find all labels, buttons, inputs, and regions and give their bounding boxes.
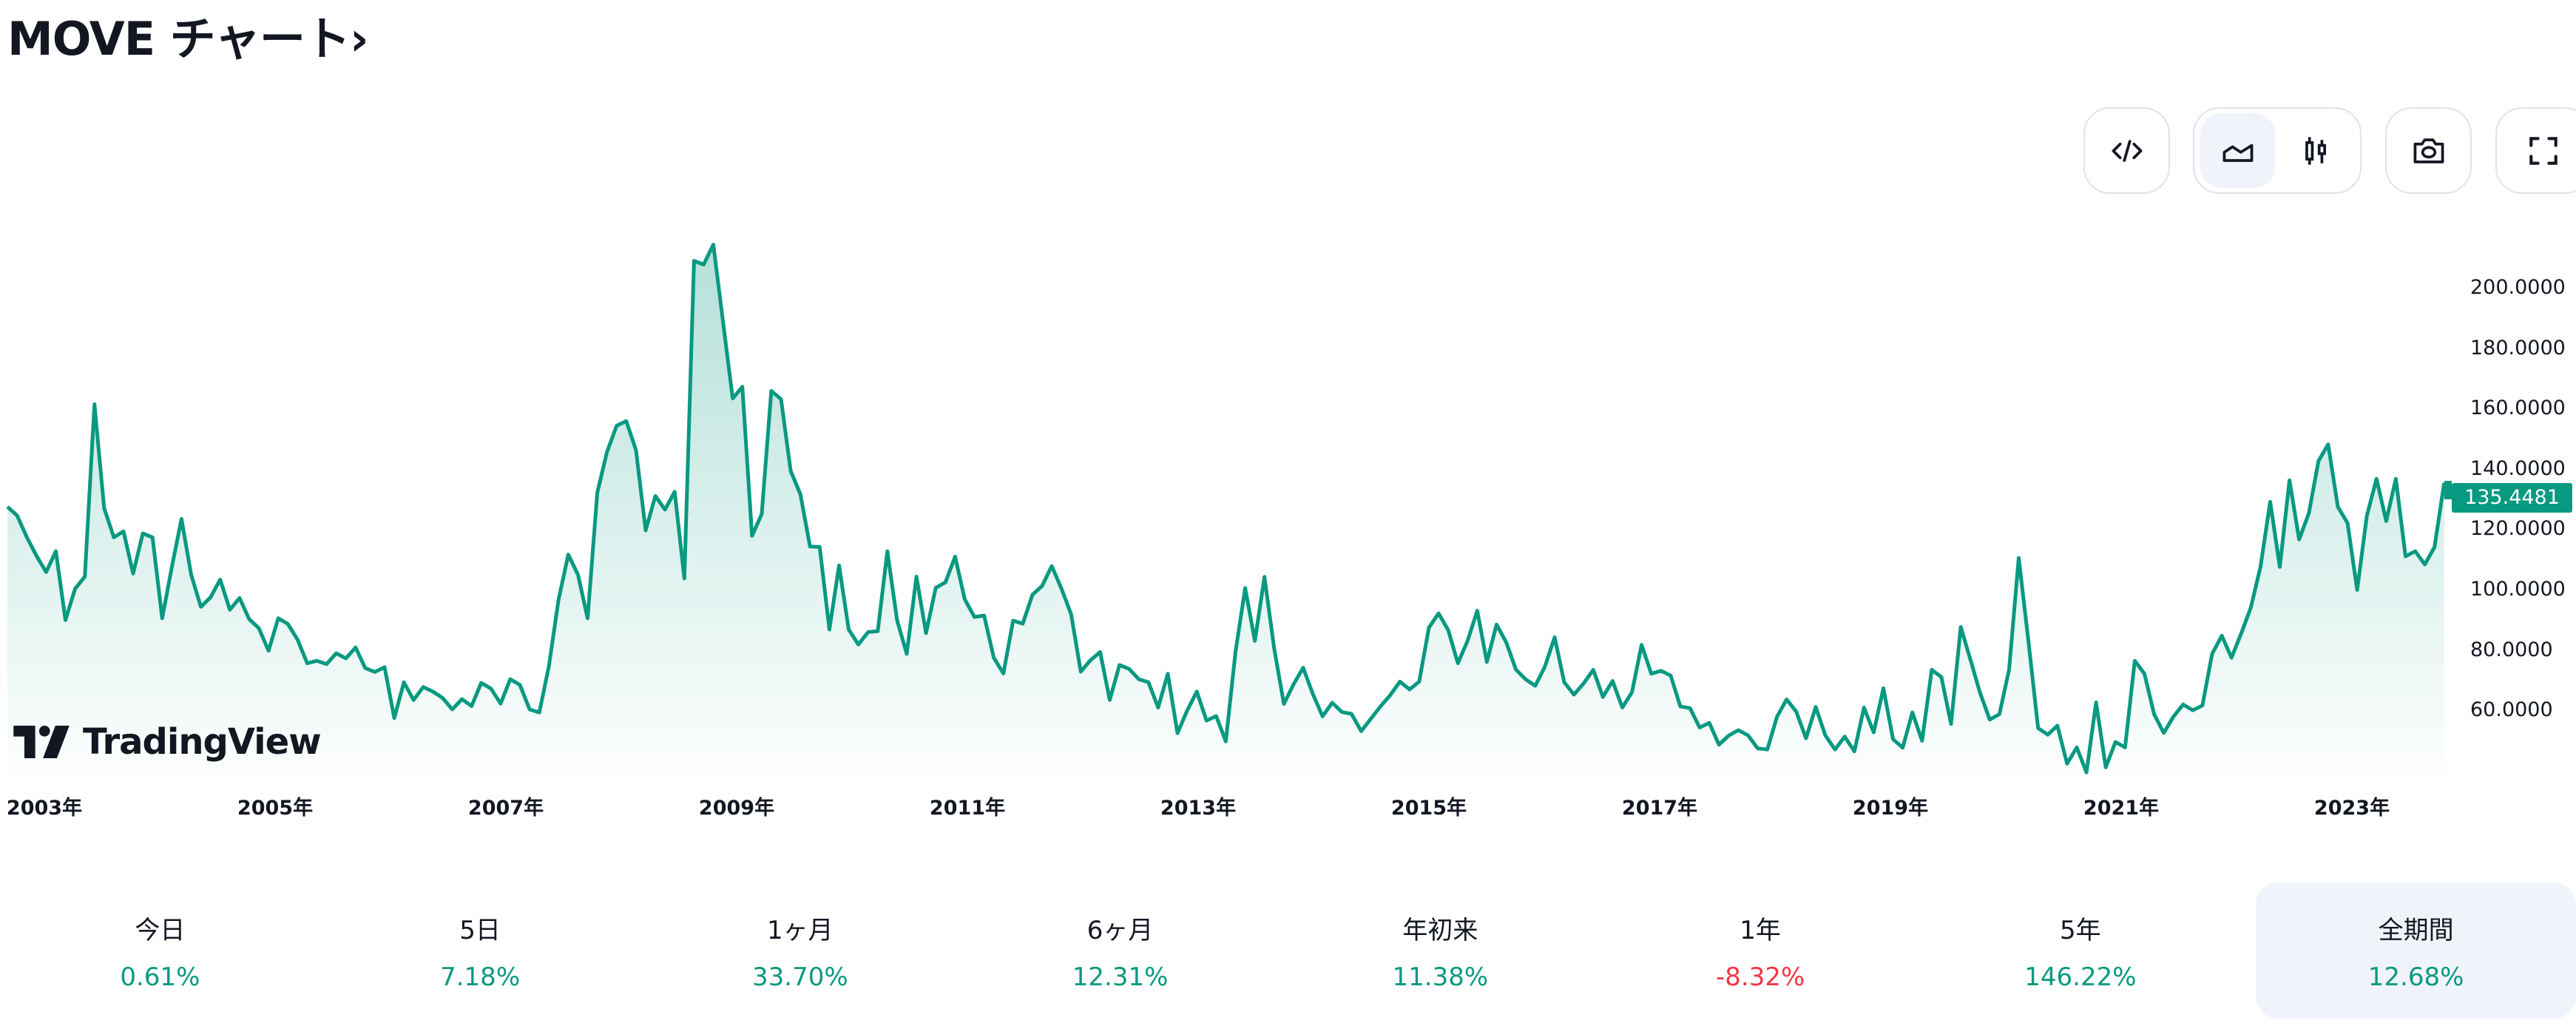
chart-type-toggle [2193,107,2362,194]
y-tick-label: 80.0000 [2470,638,2553,661]
series-line [6,243,2447,774]
code-icon [2112,139,2142,162]
embed-code-button[interactable] [2083,107,2170,194]
performance-label: 5年 [2060,915,2101,945]
last-price-badge: 135.4481 [2452,482,2572,513]
y-tick-label: 120.0000 [2470,517,2566,541]
x-tick-label: 2017年 [1621,797,1698,820]
performance-label: 全期間 [2378,915,2454,945]
performance-label: 6ヶ月 [1086,915,1154,945]
area-chart-icon [2222,144,2253,162]
y-tick-label: 100.0000 [2470,578,2566,601]
performance-label: 今日 [135,915,186,945]
performance-tab-ytd[interactable]: 年初来 11.38% [1280,882,1600,1019]
candlestick-icon [2305,136,2326,165]
performance-tab-6m[interactable]: 6ヶ月 12.31% [960,882,1280,1019]
performance-value: 12.68% [2367,962,2464,992]
x-tick-label: 2003年 [6,797,83,820]
performance-tab-5d[interactable]: 5日 7.18% [320,882,640,1019]
performance-tab-today[interactable]: 今日 0.61% [0,882,320,1019]
performance-label: 1年 [1740,915,1781,945]
performance-tab-1y[interactable]: 1年 -8.32% [1600,882,1921,1019]
chart-plot-area[interactable] [0,0,2576,828]
y-tick-label: 200.0000 [2470,276,2566,299]
performance-tabs: 今日 0.61% 5日 7.18% 1ヶ月 33.70% 6ヶ月 12.31% 年初来 1… [0,882,2576,1019]
performance-label: 1ヶ月 [767,915,834,945]
y-tick-label: 180.0000 [2470,336,2566,360]
chart-title-link[interactable]: MOVE チャート› [7,12,369,66]
y-tick-label: 140.0000 [2470,456,2566,480]
tradingview-logo[interactable]: TradingView [13,721,322,763]
x-tick-label: 2019年 [1852,797,1929,820]
x-tick-label: 2023年 [2313,797,2390,820]
x-tick-label: 2009年 [698,797,775,820]
last-price-pointer [2444,481,2452,499]
tradingview-logo-icon [13,726,70,758]
performance-tab-5y[interactable]: 5年 146.22% [1921,882,2241,1019]
performance-label: 5日 [459,915,501,945]
y-tick-label: 160.0000 [2470,396,2566,420]
performance-value: 146.22% [2024,962,2137,992]
performance-value: 12.31% [1072,962,1169,992]
performance-tab-all[interactable]: 全期間 12.68% [2256,882,2576,1019]
tradingview-logo-text: TradingView [83,721,322,763]
x-tick-label: 2021年 [2083,797,2160,820]
performance-label: 年初来 [1402,915,1478,945]
camera-icon [2413,138,2444,163]
x-tick-label: 2013年 [1160,797,1237,820]
x-tick-label: 2005年 [237,797,314,820]
performance-value: 7.18% [440,962,521,992]
performance-value: 11.38% [1392,962,1489,992]
x-tick-label: 2015年 [1390,797,1467,820]
y-tick-label: 60.0000 [2470,698,2553,722]
snapshot-button[interactable] [2385,107,2472,194]
x-tick-label: 2011年 [929,797,1006,820]
candlestick-chart-button[interactable] [2279,113,2353,188]
performance-value: 0.61% [120,962,200,992]
series-area-fill [7,244,2444,777]
area-chart-button[interactable] [2200,113,2275,188]
performance-value: -8.32% [1715,962,1805,992]
performance-tab-1m[interactable]: 1ヶ月 33.70% [640,882,961,1019]
x-tick-label: 2007年 [467,797,544,820]
fullscreen-button[interactable] [2495,107,2576,194]
fullscreen-icon [2529,136,2558,165]
performance-value: 33.70% [752,962,848,992]
